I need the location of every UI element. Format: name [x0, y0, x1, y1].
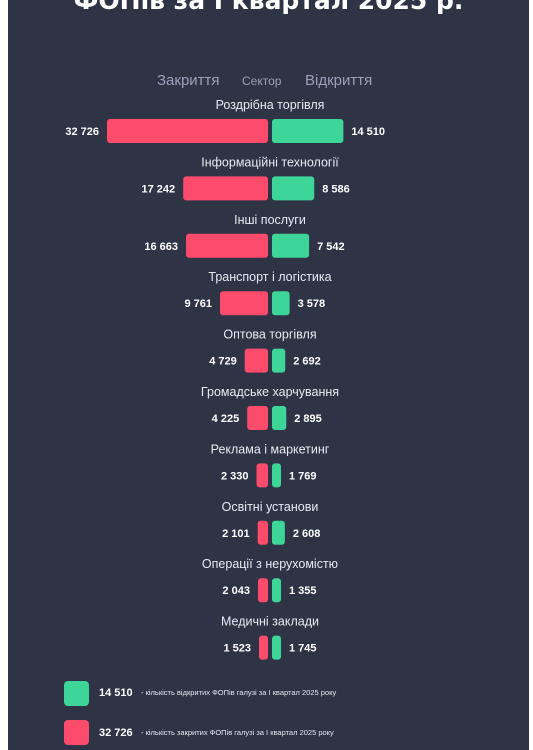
category-label: Транспорт і логістика [208, 270, 331, 284]
legend-closed-text: - кількість закритих ФОПів галузі за І к… [141, 728, 334, 737]
opened-value-label: 2 608 [293, 528, 321, 540]
opened-value-label: 7 542 [317, 241, 345, 253]
opened-value-label: 1 769 [289, 470, 317, 482]
closed-value-label: 2 101 [222, 528, 250, 540]
closed-bar [256, 463, 268, 488]
category-label: Операції з нерухомістю [202, 557, 338, 571]
category-label: Інформаційні технології [201, 155, 339, 169]
category-label: Освітні установи [222, 500, 319, 514]
closed-bar [244, 348, 268, 373]
opened-value-label: 1 745 [289, 643, 317, 655]
closed-bar [183, 176, 268, 201]
closed-bar [257, 578, 268, 603]
opened-bar [272, 348, 286, 373]
closed-bar [107, 119, 268, 143]
legend-closed-value: 32 726 [99, 727, 133, 739]
closed-bar [257, 520, 268, 545]
closed-value-label: 16 663 [144, 241, 178, 253]
opened-bar [272, 291, 290, 316]
opened-column-header: Відкриття [305, 72, 373, 89]
closed-value-label: 4 225 [212, 413, 240, 425]
closed-value-label: 17 242 [142, 183, 176, 195]
category-label: Медичні заклади [221, 615, 319, 629]
category-label: Реклама і маркетинг [211, 442, 330, 456]
opened-bar [272, 463, 281, 488]
opened-value-label: 3 578 [298, 298, 326, 310]
page-title: ФОПів за І квартал 2025 р. [73, 0, 464, 15]
closed-value-label: 1 523 [223, 643, 251, 655]
opened-bar [272, 578, 281, 603]
category-label: Інші послуги [234, 213, 306, 227]
sector-column-header: Сектор [242, 74, 282, 88]
opened-bar [272, 635, 281, 660]
category-label: Громадське харчування [201, 385, 339, 399]
opened-value-label: 14 510 [351, 126, 385, 138]
legend-opened-value: 14 510 [99, 687, 133, 699]
opened-bar [272, 119, 344, 143]
closed-bar [247, 406, 268, 430]
closed-value-label: 9 761 [184, 298, 212, 310]
closed-column-header: Закриття [157, 72, 220, 89]
opened-bar [272, 520, 285, 545]
closed-value-label: 2 330 [221, 470, 249, 482]
closed-bar [186, 233, 268, 258]
legend-closed-swatch [64, 720, 89, 745]
closed-bar [219, 291, 268, 316]
opened-bar [272, 233, 310, 258]
opened-value-label: 8 586 [322, 183, 350, 195]
category-label: Роздрібна торгівля [216, 98, 325, 112]
legend-opened-swatch [64, 681, 89, 706]
chart-panel: ФОПів за І квартал 2025 р. Закриття Сект… [8, 0, 529, 750]
opened-value-label: 2 895 [294, 413, 322, 425]
category-label: Оптова торгівля [223, 328, 316, 342]
closed-value-label: 32 726 [65, 126, 99, 138]
opened-value-label: 1 355 [289, 585, 317, 597]
closed-value-label: 2 043 [222, 585, 250, 597]
opened-bar [272, 406, 287, 430]
diverging-bar-chart: Роздрібна торгівля 32 726 14 510 Інформацій… [65, 98, 385, 660]
closed-bar [259, 635, 268, 660]
legend-opened-text: - кількість відкритих ФОПів галузі за І … [141, 688, 337, 697]
closed-value-label: 4 729 [209, 356, 237, 368]
opened-bar [272, 176, 315, 201]
opened-value-label: 2 692 [293, 356, 321, 368]
